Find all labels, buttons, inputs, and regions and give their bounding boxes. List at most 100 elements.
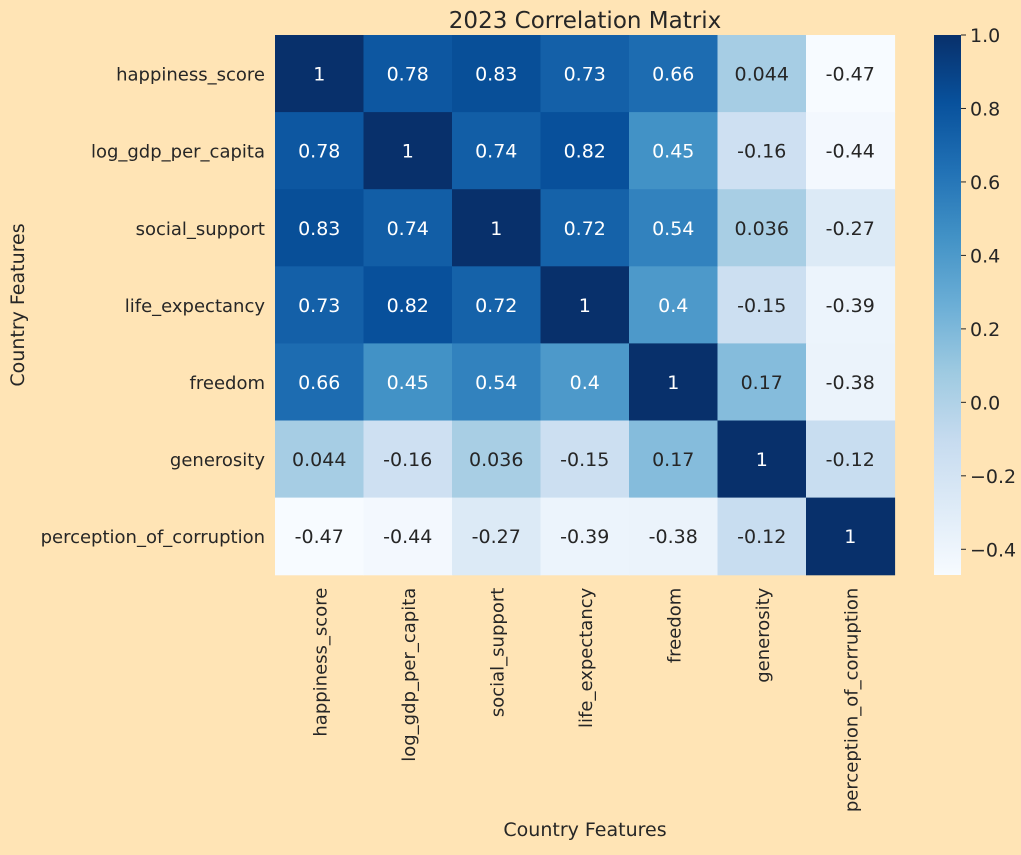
heatmap-cell <box>806 189 896 267</box>
cell-annotation: -0.27 <box>472 526 521 548</box>
heatmap-cell <box>452 112 542 190</box>
colorbar-tick-label: 0.2 <box>970 319 1000 341</box>
heatmap-cell <box>275 189 365 267</box>
heatmap-cell <box>540 189 630 267</box>
chart-title: 2023 Correlation Matrix <box>449 8 721 34</box>
cell-annotation: 0.82 <box>387 295 429 317</box>
y-tick-labels: happiness_score log_gdp_per_capita social_… <box>41 65 266 549</box>
heatmap-cell <box>717 35 807 113</box>
cell-annotation: -0.44 <box>826 141 875 163</box>
cell-annotation: 0.78 <box>298 141 340 163</box>
cell-annotation: 1 <box>402 141 414 163</box>
cell-annotation: -0.12 <box>737 526 786 548</box>
cell-annotation: 0.74 <box>387 218 429 240</box>
heatmap-cell <box>275 497 365 576</box>
x-tick-label: social_support <box>487 588 508 717</box>
heatmap-cell <box>275 35 365 113</box>
heatmap-cell <box>452 420 542 499</box>
cell-annotation: 0.66 <box>652 64 694 86</box>
heatmap-cell <box>363 189 453 267</box>
cell-annotation: 0.044 <box>292 449 346 471</box>
cell-annotation: 0.54 <box>475 372 517 394</box>
cell-annotation: 0.73 <box>564 64 606 86</box>
colorbar-tick-label: 0.4 <box>970 245 1000 267</box>
x-tick-label: generosity <box>753 587 774 682</box>
x-tick-label: log_gdp_per_capita <box>399 588 420 762</box>
heatmap-cell <box>452 497 542 576</box>
cell-annotation: 0.74 <box>475 141 517 163</box>
heatmap-cell <box>717 420 807 499</box>
cell-annotation: 0.17 <box>652 449 694 471</box>
heatmap-cell <box>452 35 542 113</box>
cell-annotation: 0.72 <box>564 218 606 240</box>
heatmap-cell <box>629 35 719 113</box>
heatmap-cell <box>363 35 453 113</box>
cell-annotation: 0.044 <box>735 64 789 86</box>
heatmap-cell <box>540 420 630 499</box>
heatmap-annotations: 1 0.78 0.83 0.73 0.66 0.044 -0.47 0.78 1 0.74 0.82… <box>292 64 875 549</box>
cell-annotation: -0.15 <box>560 449 609 471</box>
heatmap-cell <box>717 343 807 422</box>
y-tick-label: log_gdp_per_capita <box>91 142 265 163</box>
y-tick-label: happiness_score <box>116 65 265 86</box>
heatmap-cell <box>629 497 719 576</box>
cell-annotation: 1 <box>313 64 325 86</box>
cell-annotation: 0.54 <box>652 218 694 240</box>
cell-annotation: 0.83 <box>475 64 517 86</box>
cell-annotation: 0.83 <box>298 218 340 240</box>
x-tick-label: happiness_score <box>310 588 331 737</box>
cell-annotation: -0.12 <box>826 449 875 471</box>
heatmap-cell <box>629 189 719 267</box>
heatmap-cell <box>629 420 719 499</box>
heatmap-cell <box>363 112 453 190</box>
cell-annotation: 1 <box>756 449 768 471</box>
cell-annotation: 0.45 <box>387 372 429 394</box>
heatmap-cell <box>629 343 719 422</box>
colorbar-gradient <box>934 35 961 575</box>
y-axis-label: Country Features <box>7 223 29 386</box>
colorbar-tick-label: −0.2 <box>970 466 1016 488</box>
colorbar-tick-label: 0.8 <box>970 98 1000 120</box>
cell-annotation: 0.4 <box>570 372 600 394</box>
cell-annotation: 1 <box>844 526 856 548</box>
heatmap-cell <box>540 343 630 422</box>
heatmap-cell <box>717 497 807 576</box>
heatmap-cell <box>806 112 896 190</box>
heatmap-cell <box>806 343 896 422</box>
heatmap-cell <box>540 497 630 576</box>
colorbar-tick-label: 0.6 <box>970 172 1000 194</box>
cell-annotation: -0.39 <box>560 526 609 548</box>
heatmap-cell <box>806 266 896 344</box>
heatmap-cell <box>275 343 365 422</box>
heatmap-cell <box>806 497 896 576</box>
colorbar-tick-label: −0.4 <box>970 539 1016 561</box>
heatmap-cell <box>363 266 453 344</box>
heatmap-cell <box>363 497 453 576</box>
cell-annotation: 0.036 <box>469 449 523 471</box>
colorbar-tick-label: 1.0 <box>970 25 1000 47</box>
cell-annotation: 1 <box>579 295 591 317</box>
x-axis-label: Country Features <box>503 819 666 841</box>
heatmap-cells <box>275 35 896 576</box>
cell-annotation: -0.38 <box>649 526 698 548</box>
heatmap-cell <box>452 189 542 267</box>
heatmap-cell <box>540 112 630 190</box>
heatmap-cell <box>452 266 542 344</box>
heatmap-cell <box>452 343 542 422</box>
heatmap-cell <box>806 420 896 499</box>
cell-annotation: 0.17 <box>741 372 783 394</box>
cell-annotation: -0.47 <box>826 64 875 86</box>
cell-annotation: -0.44 <box>383 526 432 548</box>
colorbar: 1.0 0.8 0.6 0.4 0.2 0.0 −0.2 −0.4 <box>934 25 1016 575</box>
heatmap-cell <box>275 112 365 190</box>
x-tick-labels: happiness_score log_gdp_per_capita social_… <box>310 587 862 812</box>
x-tick-label: freedom <box>664 588 685 663</box>
heatmap-cell <box>540 266 630 344</box>
y-tick-label: generosity <box>170 450 265 471</box>
heatmap-cell <box>717 112 807 190</box>
heatmap-cell <box>363 343 453 422</box>
cell-annotation: 0.45 <box>652 141 694 163</box>
cell-annotation: 0.72 <box>475 295 517 317</box>
